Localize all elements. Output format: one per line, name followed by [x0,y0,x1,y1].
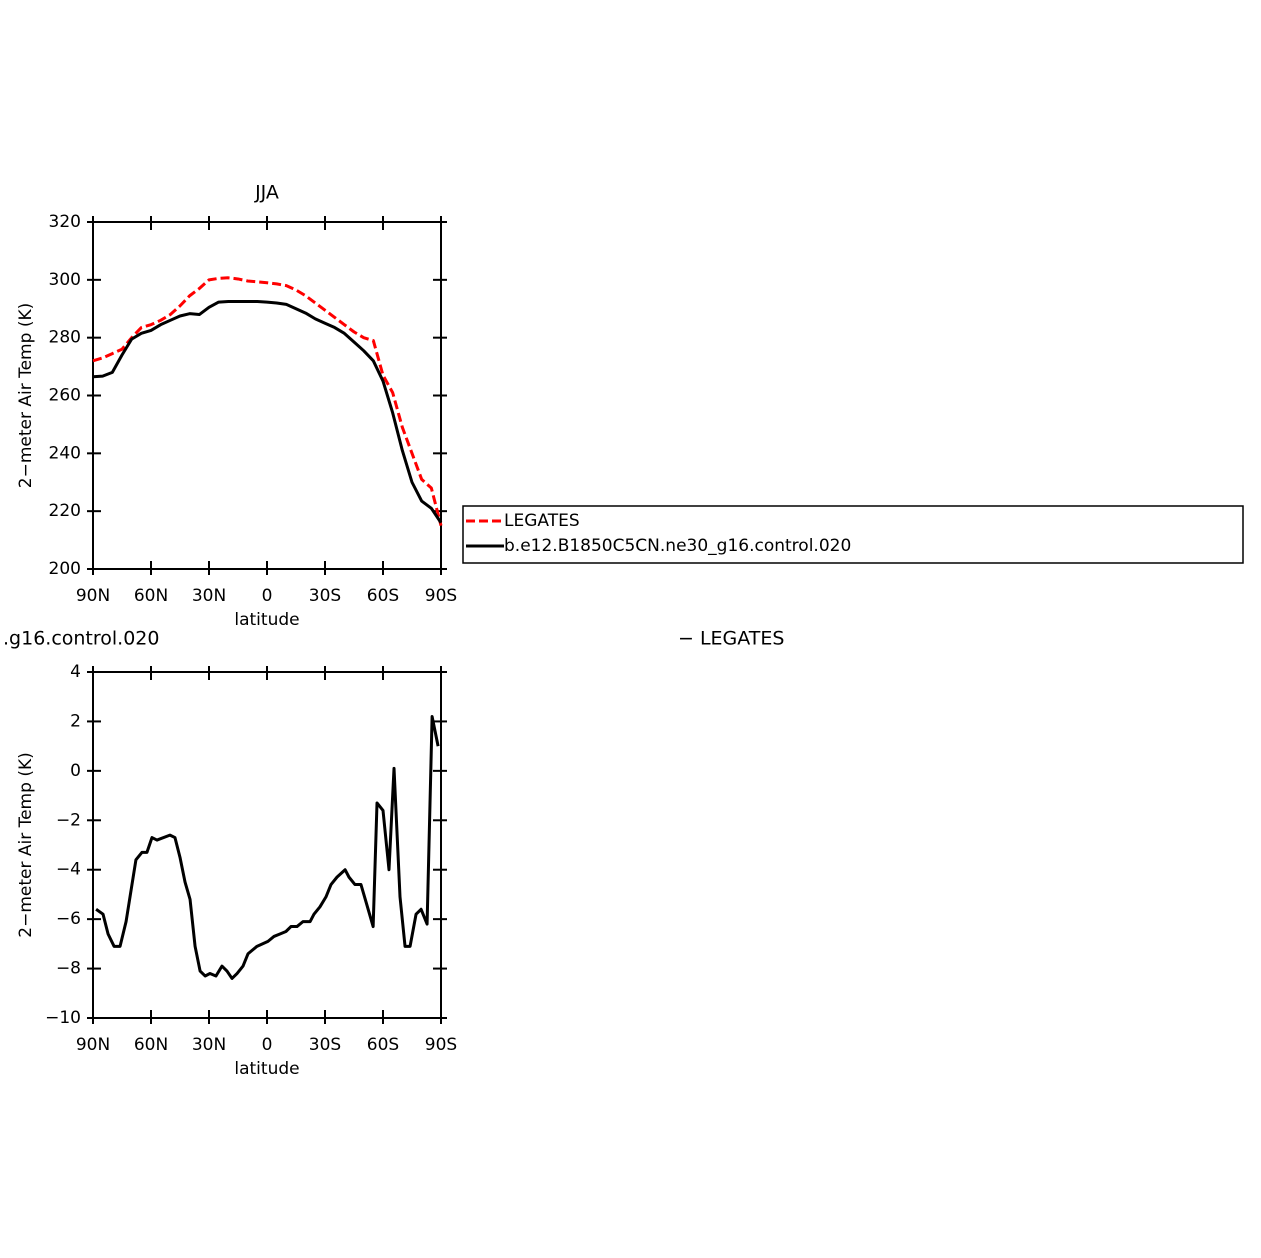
x-tick-label: 90S [425,1035,457,1055]
y-axis-label: 2−meter Air Temp (K) [16,303,36,488]
y-tick-label: −8 [56,959,81,979]
series-line [95,714,440,980]
y-tick-label: 320 [49,212,81,232]
y-tick-label: 220 [49,501,81,521]
y-tick-label: 4 [70,662,81,682]
right-title: − LEGATES [678,628,784,650]
x-tick-label: 60S [367,586,399,606]
series-line [92,276,443,526]
y-tick-label: 2 [70,711,81,731]
y-tick-label: 200 [49,559,81,579]
x-tick-label: 60N [134,586,168,606]
y-tick-label: 280 [49,328,81,348]
x-tick-label: 90S [425,586,457,606]
legend-label: LEGATES [504,511,580,531]
left-title: .g16.control.020 [3,628,159,650]
x-tick-label: 60N [134,1035,168,1055]
y-tick-label: 240 [49,443,81,463]
y-axis-label: 2−meter Air Temp (K) [16,752,36,937]
x-tick-label: 90N [76,586,110,606]
y-tick-label: 260 [49,386,81,406]
x-tick-label: 90N [76,1035,110,1055]
x-tick-label: 30S [309,1035,341,1055]
x-tick-label: 30S [309,586,341,606]
series-line [92,300,443,524]
legend-box [462,505,1244,564]
x-axis-label: latitude [234,610,299,630]
y-tick-label: 300 [49,270,81,290]
x-tick-label: 0 [262,1035,273,1055]
x-tick-label: 30N [192,1035,226,1055]
y-tick-label: −4 [56,860,81,880]
x-tick-label: 60S [367,1035,399,1055]
y-tick-label: −2 [56,810,81,830]
y-tick-label: −10 [45,1008,81,1028]
legend-label: b.e12.B1850C5CN.ne30_g16.control.020 [504,536,851,556]
x-axis-label: latitude [234,1059,299,1079]
y-tick-label: 0 [70,761,81,781]
x-tick-label: 30N [192,586,226,606]
y-tick-label: −6 [56,909,81,929]
chart-title: JJA [254,182,279,204]
x-tick-label: 0 [262,586,273,606]
